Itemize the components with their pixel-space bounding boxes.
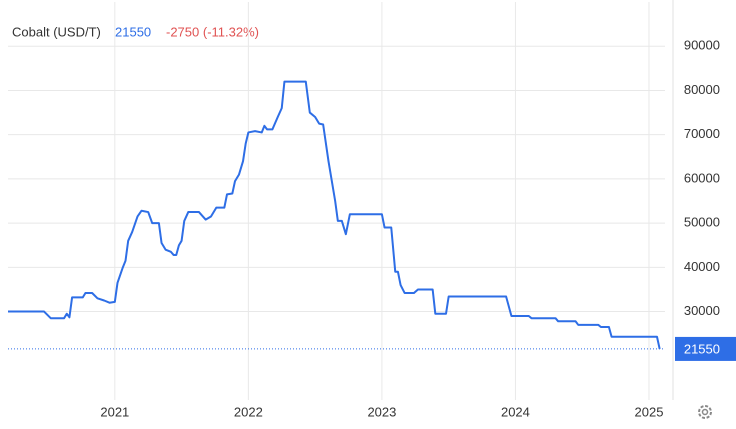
x-tick-label: 2025 <box>635 404 664 419</box>
y-tick-label: 50000 <box>684 215 720 230</box>
settings-icon[interactable] <box>698 405 712 419</box>
last-price-box <box>675 336 736 361</box>
y-tick-label: 90000 <box>684 38 720 53</box>
x-tick-label: 2022 <box>234 404 263 419</box>
x-tick-label: 2024 <box>501 404 530 419</box>
last-price: 21550 <box>115 24 151 39</box>
x-tick-label: 2023 <box>367 404 396 419</box>
y-tick-label: 30000 <box>684 303 720 318</box>
last-price-label: 21550 <box>684 341 720 356</box>
gear-hub <box>701 408 709 416</box>
chart-title: Cobalt (USD/T) <box>12 24 101 39</box>
y-tick-label: 80000 <box>684 82 720 97</box>
y-tick-label: 70000 <box>684 126 720 141</box>
y-tick-label: 40000 <box>684 259 720 274</box>
y-tick-label: 60000 <box>684 170 720 185</box>
price-change: -2750 (-11.32%) <box>166 24 259 39</box>
price-line <box>8 80 661 350</box>
gear-teeth <box>698 405 712 419</box>
x-tick-label: 2021 <box>100 404 129 419</box>
